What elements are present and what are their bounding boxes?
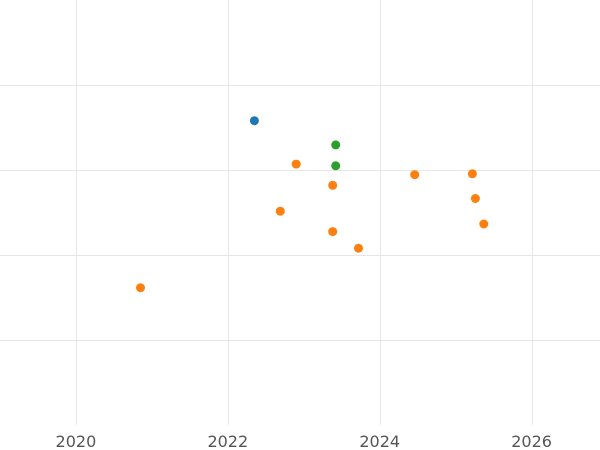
x-tick-label-2020: 2020	[56, 432, 97, 450]
x-axis-ticks: 2020 2022 2024 2026	[56, 432, 552, 450]
data-point-s0-0	[249, 116, 259, 126]
x-tick-label-2026: 2026	[511, 432, 552, 450]
data-point-s1-0	[331, 140, 341, 150]
data-point-s2-8	[470, 194, 480, 203]
points-layer	[136, 116, 489, 293]
data-point-s2-4	[354, 243, 363, 253]
grid-layer	[0, 0, 600, 425]
data-point-s2-9	[479, 219, 489, 229]
data-point-s2-0	[291, 159, 301, 169]
data-point-s2-7	[467, 169, 477, 179]
data-point-s2-3	[328, 227, 338, 237]
x-tick-label-2024: 2024	[359, 432, 400, 450]
data-point-s1-1	[331, 161, 341, 171]
data-point-s2-2	[275, 206, 285, 216]
data-point-s2-6	[410, 170, 420, 180]
data-point-s2-5	[136, 283, 145, 293]
x-tick-label-2022: 2022	[207, 432, 248, 450]
data-point-s2-1	[328, 180, 338, 190]
